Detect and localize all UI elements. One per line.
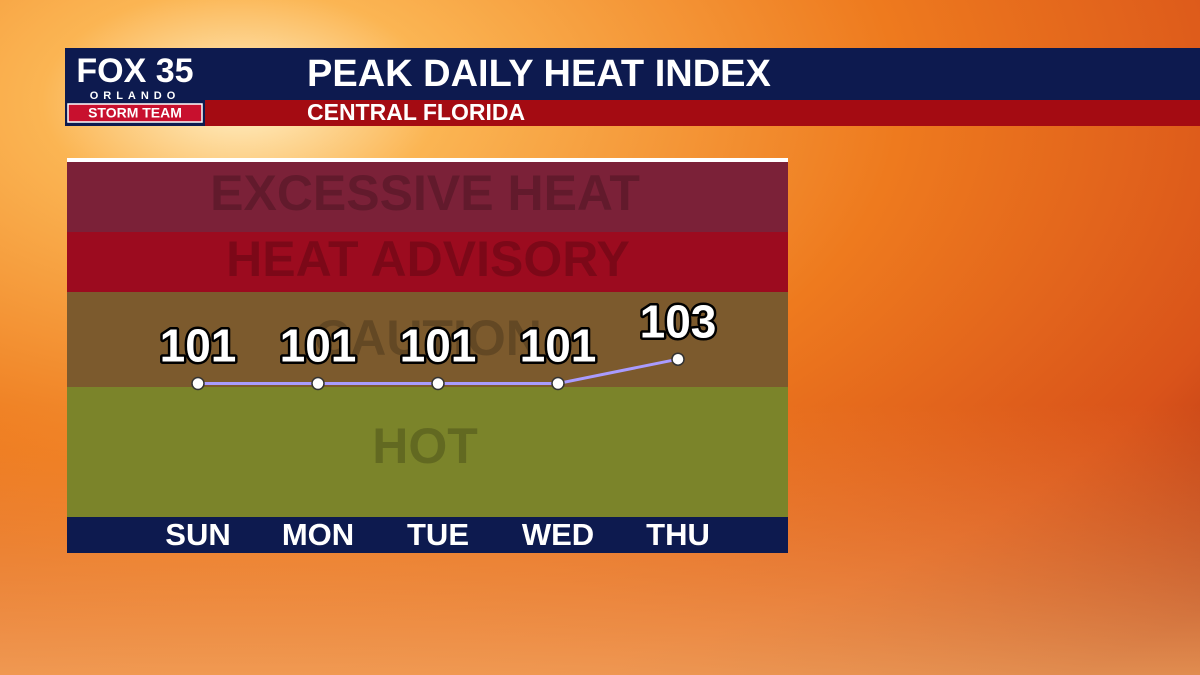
panel-top-line [67, 158, 788, 162]
day-label: TUE [407, 517, 469, 552]
logo-team: STORM TEAM [88, 105, 182, 121]
chart-subtitle: CENTRAL FLORIDA [307, 99, 525, 125]
value-label: 101 [520, 320, 597, 372]
zone-label: HEAT ADVISORY [226, 231, 630, 287]
zone-label: EXCESSIVE HEAT [210, 165, 640, 221]
chart-title: PEAK DAILY HEAT INDEX [307, 53, 771, 95]
value-label: 101 [400, 320, 477, 372]
zone-advisory [67, 232, 788, 292]
zone-excessive [67, 162, 788, 232]
value-label: 101 [160, 320, 237, 372]
logo-station: FOX 35 [76, 52, 193, 90]
point [671, 352, 685, 366]
point [431, 376, 445, 391]
day-label: WED [522, 517, 594, 552]
day-bar [67, 517, 788, 553]
zone-hot [67, 387, 788, 517]
zone-caution [67, 292, 788, 387]
zone-label: HOT [372, 418, 478, 474]
day-label: MON [282, 517, 354, 552]
point [551, 376, 565, 391]
logo-city: ORLANDO [90, 90, 181, 102]
zone-label: CAUTION [314, 310, 542, 366]
point [191, 376, 205, 391]
value-label: 103 [640, 295, 717, 347]
title-bar [65, 48, 1200, 101]
point [311, 376, 325, 391]
day-label: THU [646, 517, 710, 552]
day-label: SUN [165, 517, 230, 552]
subtitle-bar [65, 100, 1200, 126]
logo-team-box [67, 103, 203, 123]
value-label: 101 [280, 320, 357, 372]
